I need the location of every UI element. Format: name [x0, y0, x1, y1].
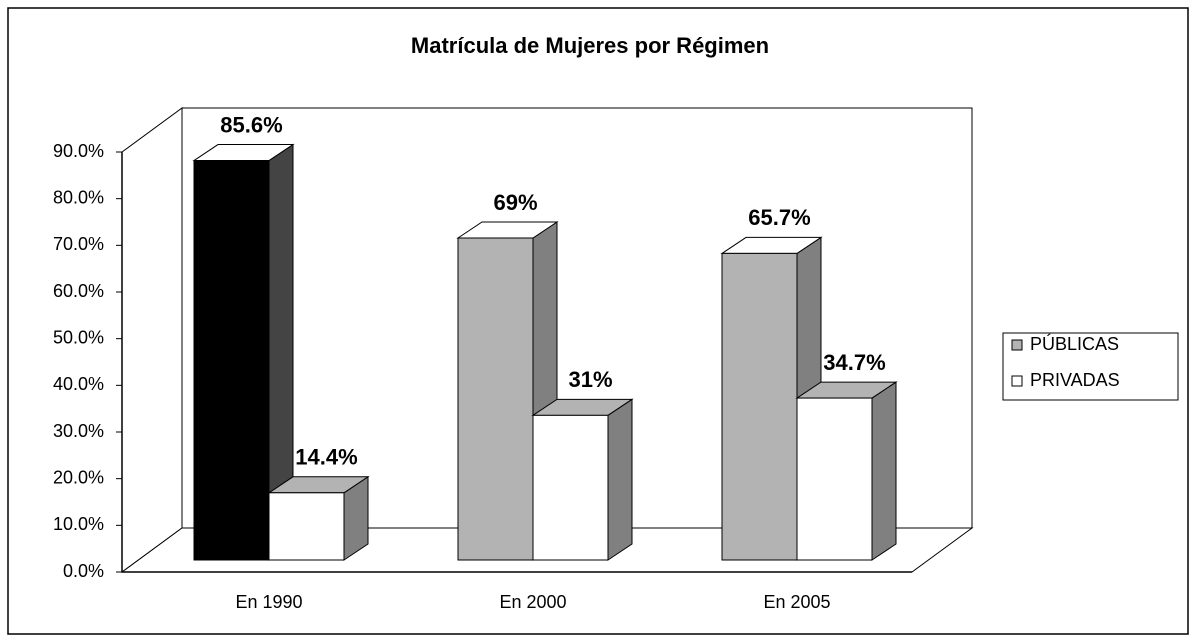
value-label: 14.4% — [295, 445, 357, 470]
y-tick-label: 20.0% — [53, 467, 104, 487]
legend-swatch — [1011, 375, 1023, 387]
y-tick-label: 90.0% — [53, 141, 104, 161]
x-tick-label: En 1990 — [235, 592, 302, 612]
y-tick-label: 50.0% — [53, 327, 104, 347]
y-tick-label: 30.0% — [53, 421, 104, 441]
legend-label: PRIVADAS — [1030, 370, 1120, 390]
y-tick-label: 80.0% — [53, 187, 104, 207]
legend-swatch — [1011, 339, 1023, 351]
bar — [193, 160, 270, 561]
value-label: 31% — [568, 367, 612, 392]
y-tick-label: 10.0% — [53, 514, 104, 534]
value-label: 69% — [493, 190, 537, 215]
bar-side — [871, 381, 897, 561]
value-label: 85.6% — [220, 112, 282, 137]
bar — [268, 492, 345, 561]
bar — [796, 397, 873, 561]
y-tick-label: 70.0% — [53, 234, 104, 254]
bar-side — [607, 398, 633, 561]
value-label: 65.7% — [748, 205, 810, 230]
chart-title: Matrícula de Mujeres por Régimen — [411, 33, 769, 58]
bar — [532, 414, 609, 561]
y-tick-label: 60.0% — [53, 281, 104, 301]
y-tick-label: 0.0% — [63, 561, 104, 581]
bar — [721, 252, 798, 561]
left-wall — [121, 107, 183, 573]
x-tick-label: En 2000 — [499, 592, 566, 612]
bar — [457, 237, 534, 561]
value-label: 34.7% — [823, 350, 885, 375]
legend-label: PÚBLICAS — [1030, 333, 1119, 354]
x-tick-label: En 2005 — [763, 592, 830, 612]
legend-box — [1002, 332, 1179, 401]
y-tick-label: 40.0% — [53, 374, 104, 394]
